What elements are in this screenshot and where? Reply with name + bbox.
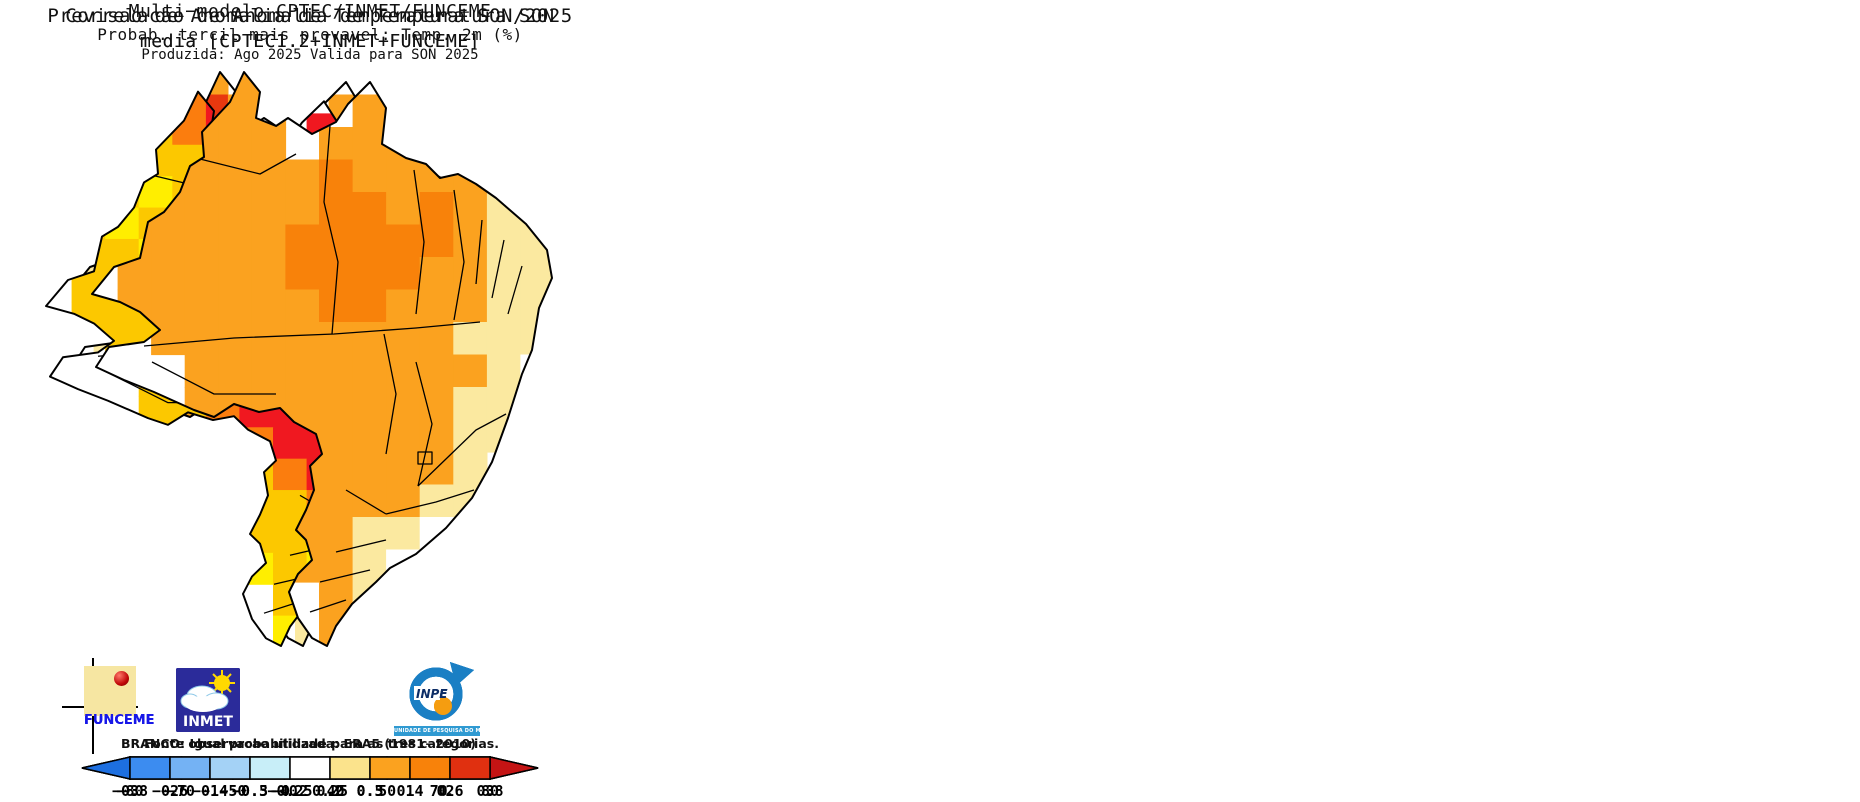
svg-text:−3: −3 [121, 782, 139, 800]
svg-text:0.2: 0.2 [316, 782, 343, 800]
svg-text:−0.4: −0.4 [192, 782, 228, 800]
svg-text:0.6: 0.6 [436, 782, 463, 800]
inpe-logo: INPE UNIDADE DE PESQUISA DO MCTI [394, 662, 480, 738]
title-line-1: Multi−modelo CPTEC/INMET/FUNCEME [128, 1, 492, 22]
svg-text:0.25: 0.25 [312, 782, 348, 800]
svg-text:80: 80 [481, 782, 499, 800]
sun-icon [214, 675, 230, 691]
title-line-3: Produzida: Ago 2025 Valida para SON 2025 [141, 46, 479, 63]
svg-text:0.4: 0.4 [396, 782, 423, 800]
funceme-label: FUNCEME [84, 713, 155, 728]
svg-text:−80: −80 [116, 782, 143, 800]
inpe-logo-art: INPE [409, 662, 474, 721]
svg-text:2: 2 [445, 782, 454, 800]
title-line-1: Previsao de Anomalia de Temperatura SON/… [47, 5, 573, 27]
svg-text:0.8: 0.8 [476, 782, 503, 800]
colorbar: −3 −2 −1 −0.5 −0.25 0.25 0.5 1 2 3 [81, 756, 539, 800]
title-line-1: Correlacao de Anomalia de Temperatura SO… [65, 5, 555, 27]
svg-text:−0.25: −0.25 [267, 782, 312, 800]
inmet-logo: INMET [176, 668, 240, 732]
svg-text:50: 50 [378, 782, 396, 800]
panel-title: Correlacao de Anomalia de Temperatura SO… [0, 4, 620, 54]
inpe-sublabel: UNIDADE DE PESQUISA DO MCTI [394, 726, 480, 736]
svg-text:70: 70 [430, 782, 448, 800]
cloud-icon [180, 685, 229, 712]
svg-text:3: 3 [485, 782, 494, 800]
svg-text:−1: −1 [201, 782, 219, 800]
svg-text:1: 1 [405, 782, 414, 800]
colorbar-caption: BRANCO: Igual probabilidade para as tres… [121, 736, 499, 751]
funceme-label: FUNCEME [84, 713, 155, 728]
funceme-square [84, 666, 136, 716]
title-line-2: Probab. tercil mais provavel: Temp. 2m (… [97, 25, 523, 45]
inmet-label: INMET [183, 714, 233, 730]
funceme-sphere [114, 671, 129, 686]
svg-text:−2: −2 [161, 782, 179, 800]
panel-title: Multi−modelo CPTEC/INMET/FUNCEME Probab.… [0, 0, 620, 65]
svg-text:−50: −50 [219, 782, 246, 800]
svg-text:−40: −40 [271, 782, 298, 800]
arrow-icon [450, 662, 474, 686]
inmet-logo-art: INMET [176, 668, 240, 732]
brazil-map [91, 71, 553, 647]
panel-title: Previsao de Anomalia de Temperatura SON/… [0, 4, 620, 54]
svg-text:−70: −70 [168, 782, 195, 800]
svg-text:0.3: 0.3 [356, 782, 383, 800]
svg-text:40: 40 [327, 782, 345, 800]
title-line-2: media [CPTEC1.2+INMET+FUNCEME] [139, 30, 481, 52]
svg-text:−0.6: −0.6 [152, 782, 188, 800]
inpe-label: INPE [416, 687, 448, 701]
panel-forecast: Previsao de Anomalia de Temperatura SON/… [0, 0, 620, 802]
svg-text:−0.8: −0.8 [112, 782, 148, 800]
svg-text:0.5: 0.5 [356, 782, 383, 800]
svg-text:−0.3: −0.3 [232, 782, 268, 800]
funceme-logo: FUNCEME [62, 658, 164, 754]
colorbar-caption: Fonte observacao utilizada: ERA5 (1981−2… [144, 736, 476, 751]
svg-text:−0.2: −0.2 [272, 782, 308, 800]
orange-dot-icon [434, 697, 452, 715]
funceme-label: FUNCEME [84, 713, 155, 728]
title-line-2: media [CPTEC1.2+INMET+FUNCEME] [139, 30, 481, 52]
svg-text:−0.5: −0.5 [232, 782, 268, 800]
